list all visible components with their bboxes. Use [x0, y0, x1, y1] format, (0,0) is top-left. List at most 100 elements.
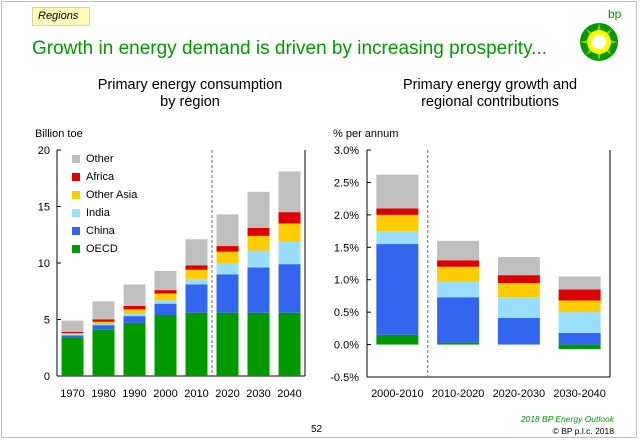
legend-item-india: India [72, 204, 137, 222]
right-title-line-2: regional contributions [421, 94, 559, 110]
right-chart-title: Primary energy growth and regional contr… [340, 77, 640, 111]
legend-swatch-china [72, 227, 80, 235]
left-title-line-1: Primary energy consumption [97, 77, 283, 93]
left-bar-oecd-2010 [185, 312, 208, 376]
left-bar-china-2010 [185, 284, 208, 313]
left-y-tick-label: 15 [38, 202, 50, 214]
right-title-line-1: Primary energy growth and [402, 77, 578, 93]
legend-item-other-asia: Other Asia [72, 186, 137, 204]
legend-label-oecd: OECD [86, 243, 118, 255]
left-bar-india-1970 [61, 334, 84, 336]
left-bar-africa-2020 [216, 246, 239, 252]
legend-label-china: China [86, 225, 115, 237]
right-y-tick-label: 0.5% [334, 307, 359, 319]
left-bar-other-2040 [278, 171, 301, 213]
left-bar-other-asia-2020 [216, 251, 239, 263]
right-bar-other-2000-2010 [376, 174, 419, 209]
footer-copyright: © BP p.l.c. 2018 [552, 426, 614, 436]
left-bar-oecd-1970 [61, 337, 84, 376]
legend-label-other-asia: Other Asia [86, 189, 138, 201]
left-bar-other-asia-2000 [154, 293, 177, 301]
right-bar-india-2010-2020 [437, 281, 480, 298]
left-bar-oecd-2000 [154, 314, 177, 376]
legend-label-india: India [86, 207, 110, 219]
right-y-tick-label: 1.0% [334, 275, 359, 287]
right-bar-china-2010-2020 [437, 297, 480, 343]
left-x-tick-label: 2030 [246, 388, 270, 400]
right-bar-other-asia-2030-2040 [558, 300, 601, 313]
legend-item-oecd: OECD [72, 240, 137, 258]
right-bar-india-2020-2030 [497, 297, 540, 318]
left-bar-oecd-1990 [123, 322, 146, 376]
right-y-tick-label: 0.0% [334, 340, 359, 352]
left-y-tick-label: 20 [38, 145, 50, 157]
legend-swatch-india [72, 209, 80, 217]
left-x-tick-label: 2000 [153, 388, 177, 400]
left-x-tick-label: 1990 [122, 388, 146, 400]
left-bar-india-2000 [154, 300, 177, 304]
left-bar-africa-2000 [154, 290, 177, 294]
page-number: 52 [311, 424, 323, 435]
left-title-line-2: by region [160, 94, 220, 110]
left-bar-other-2020 [216, 214, 239, 247]
right-bar-other-2020-2030 [497, 257, 540, 276]
right-y-tick-label: -0.5% [330, 372, 359, 384]
left-bar-china-2040 [278, 264, 301, 313]
right-x-tick-label: 2030-2040 [553, 388, 606, 400]
right-bar-other-2030-2040 [558, 276, 601, 290]
right-bar-china-2000-2010 [376, 244, 419, 335]
left-bar-india-1990 [123, 313, 146, 317]
right-y-tick-label: 2.0% [334, 210, 359, 222]
right-bar-africa-2000-2010 [376, 208, 419, 215]
left-bar-china-2030 [247, 267, 270, 313]
legend-swatch-other-asia [72, 191, 80, 199]
section-tag: Regions [32, 7, 90, 26]
left-x-tick-label: 1970 [60, 388, 84, 400]
left-bar-africa-2040 [278, 212, 301, 224]
left-bar-oecd-2030 [247, 312, 270, 376]
right-bar-oecd-2010-2020 [437, 342, 480, 345]
left-y-tick-label: 0 [44, 371, 50, 383]
right-x-tick-label: 2000-2010 [371, 388, 424, 400]
left-x-tick-label: 2010 [184, 388, 208, 400]
left-bar-other-asia-1990 [123, 309, 146, 314]
right-x-tick-label: 2010-2020 [432, 388, 485, 400]
left-y-tick-label: 5 [44, 315, 50, 327]
left-bar-china-1980 [92, 325, 115, 330]
left-bar-oecd-2020 [216, 312, 239, 376]
left-bar-other-2000 [154, 270, 177, 291]
left-bar-other-asia-2010 [185, 269, 208, 279]
left-bar-other-2010 [185, 239, 208, 266]
left-bar-africa-2010 [185, 265, 208, 270]
legend-label-africa: Africa [86, 171, 115, 183]
legend-item-other: Other [72, 150, 137, 168]
right-y-tick-label: 3.0% [334, 145, 359, 157]
right-bar-china-2020-2030 [497, 317, 540, 345]
left-bar-other-asia-1980 [92, 321, 115, 325]
right-bar-india-2030-2040 [558, 312, 601, 333]
right-y-axis-label: % per annum [333, 128, 399, 140]
left-bar-africa-1990 [123, 305, 146, 310]
right-bar-oecd-2030-2040 [558, 344, 601, 350]
left-bar-india-2010 [185, 278, 208, 285]
left-bar-china-2020 [216, 274, 239, 313]
left-bar-other-asia-2040 [278, 223, 301, 242]
left-bar-india-2030 [247, 250, 270, 268]
left-x-tick-label: 2020 [215, 388, 239, 400]
left-bar-india-2020 [216, 263, 239, 275]
right-bar-india-2000-2010 [376, 231, 419, 245]
right-bar-africa-2030-2040 [558, 289, 601, 301]
left-bar-india-2040 [278, 241, 301, 265]
right-bar-oecd-2000-2010 [376, 334, 419, 345]
left-bar-africa-1980 [92, 319, 115, 322]
left-bar-china-2000 [154, 303, 177, 315]
right-bar-china-2030-2040 [558, 332, 601, 345]
left-chart-title: Primary energy consumption by region [40, 77, 340, 111]
left-bar-oecd-1980 [92, 329, 115, 376]
left-bar-other-1970 [61, 320, 84, 332]
left-x-tick-label: 1980 [91, 388, 115, 400]
legend-swatch-other [72, 155, 80, 163]
legend-label-other: Other [86, 153, 114, 165]
footer-source: 2018 BP Energy Outlook [520, 414, 614, 424]
